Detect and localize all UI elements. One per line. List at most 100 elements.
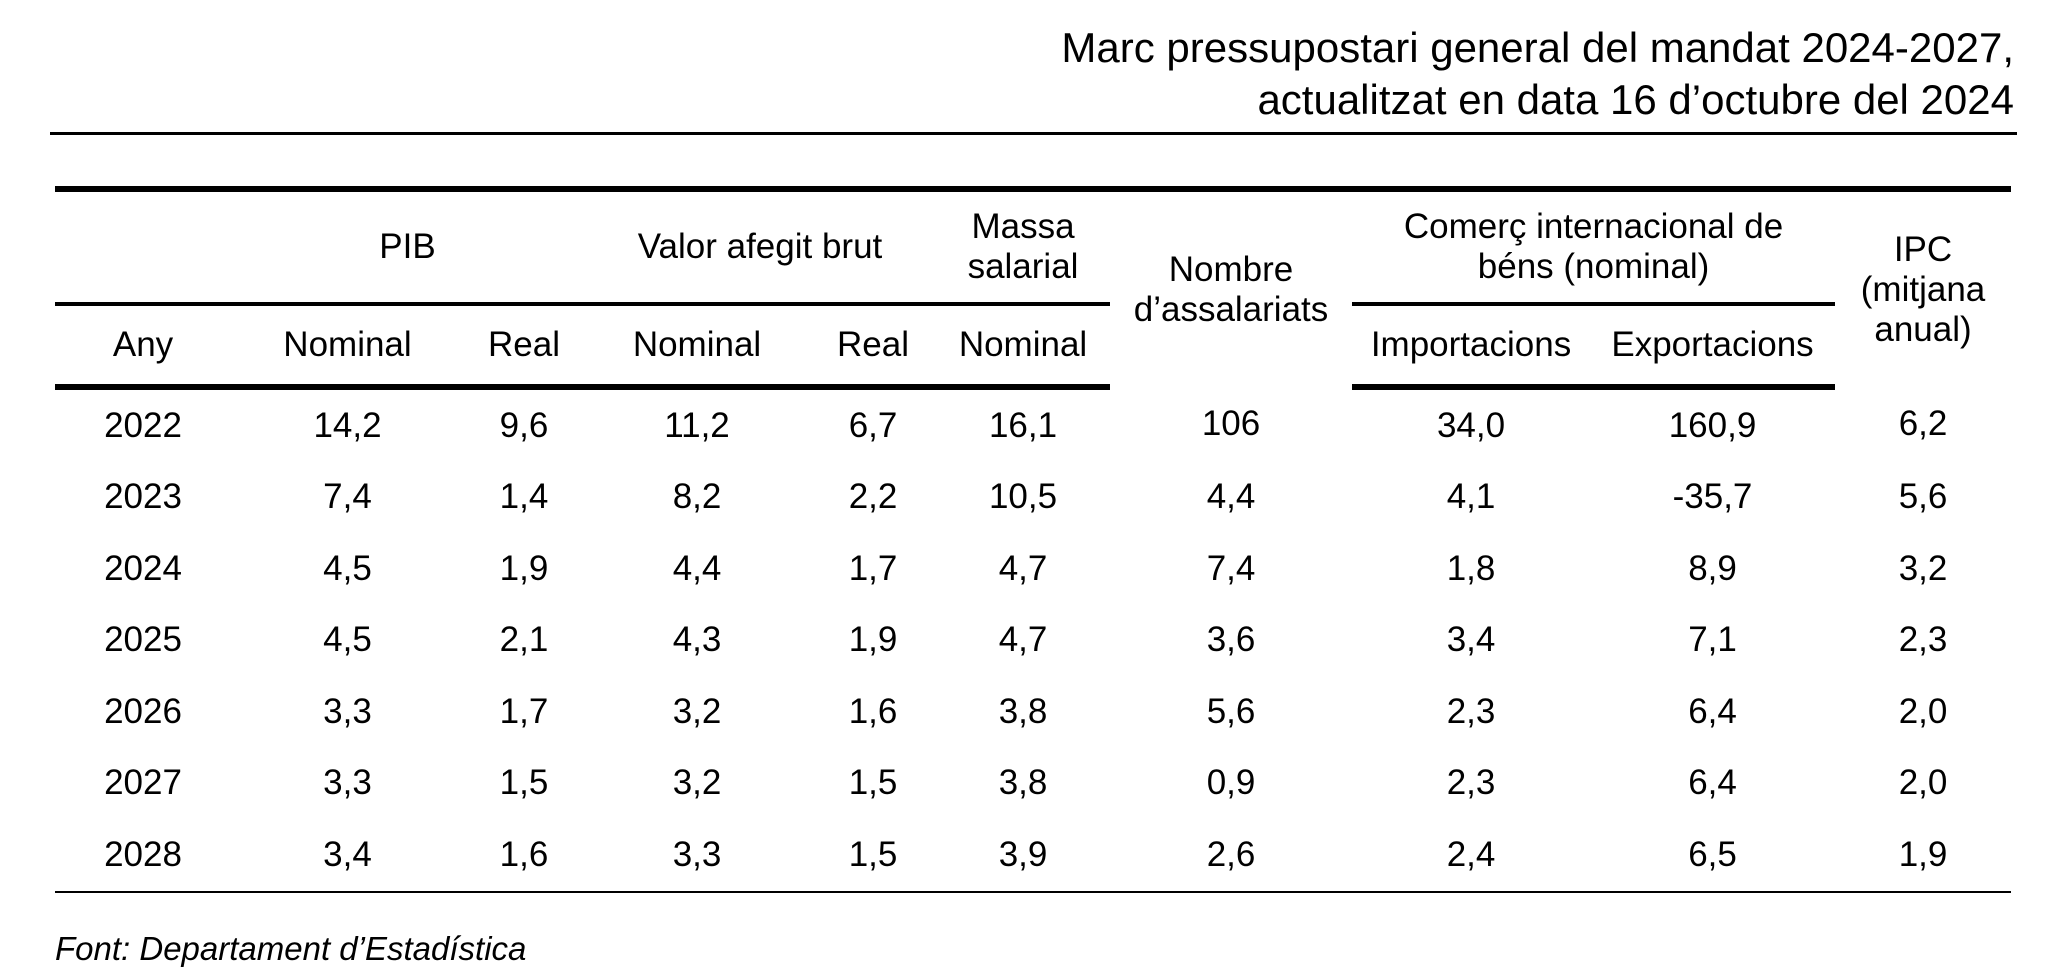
value-cell: 4,3 [672, 620, 722, 660]
header-vab: Valor afegit brut [584, 186, 937, 306]
table-row: 2023 7,4 1,4 8,2 2,2 10,5 4,4 4,1 -35,7 5,6 [55, 462, 2011, 534]
budget-table: PIB Valor afegit brut Massa salarial Nomb… [55, 186, 2012, 893]
value-cell: 9,6 [499, 405, 549, 445]
value-cell: 2,3 [1446, 763, 1496, 803]
value-cell: 4,7 [998, 548, 1048, 588]
subheader-massa-nominal: Nominal [936, 304, 1111, 390]
value-cell: 2,0 [1898, 763, 1948, 803]
subheader-importacions: Importacions [1352, 304, 1591, 390]
value-cell: 2,1 [499, 620, 549, 660]
value-cell: 10,5 [988, 477, 1058, 517]
header-nombre-line1: Nombre [1168, 249, 1294, 289]
value-cell: 3,2 [672, 691, 722, 731]
value-cell: 1,4 [499, 477, 549, 517]
value-cell: 4,4 [1206, 477, 1256, 517]
table-row: 2025 4,5 2,1 4,3 1,9 4,7 3,6 3,4 7,1 2,3 [55, 605, 2011, 677]
value-cell: -35,7 [1672, 477, 1753, 517]
table-row: 2027 3,3 1,5 3,2 1,5 3,8 0,9 2,3 6,4 2,0 [55, 748, 2011, 820]
value-cell: 6,5 [1590, 819, 1836, 893]
header-ipc: IPC (mitjana anual) [1835, 186, 2012, 387]
subheader-any: Any [55, 304, 231, 390]
subheader-exportacions: Exportacions [1590, 304, 1836, 390]
header-ipc-line3: anual) [1874, 309, 1972, 349]
value-cell: 7,4 [1206, 548, 1256, 588]
value-cell: 7,1 [1688, 620, 1737, 660]
header-row-groups: PIB Valor afegit brut Massa salarial Nomb… [55, 186, 2012, 387]
value-cell: 1,8 [1446, 548, 1496, 588]
value-cell: 3,6 [1206, 620, 1256, 660]
value-cell: 6,7 [848, 405, 898, 445]
value-cell: 0,9 [1206, 763, 1256, 803]
header-nombre-line2: d’assalariats [1133, 289, 1329, 329]
value-cell: 6,2 [1898, 404, 1948, 444]
table-row: 2022 14,2 9,6 11,2 6,7 16,1 106 34,0 160,9 6,2 [55, 387, 2011, 462]
value-cell: 4,1 [1446, 477, 1496, 517]
value-cell: 3,9 [936, 819, 1111, 893]
value-cell: 3,3 [323, 691, 372, 731]
value-cell: 7,4 [323, 477, 372, 517]
value-cell: 8,2 [672, 477, 722, 517]
year-cell: 2026 [104, 691, 182, 731]
year-cell: 2022 [104, 405, 182, 445]
value-cell: 3,4 [1446, 620, 1496, 660]
header-pib: PIB [231, 186, 585, 306]
value-cell: 3,2 [1898, 548, 1948, 588]
year-cell: 2027 [104, 763, 182, 803]
value-cell: 1,9 [1835, 819, 2012, 893]
header-massa-line2: salarial [967, 247, 1079, 286]
subheader-vab-real: Real [810, 304, 937, 390]
table-row: 2026 3,3 1,7 3,2 1,6 3,8 5,6 2,3 6,4 2,0 [55, 676, 2011, 748]
header-ipc-line2: (mitjana [1860, 269, 1986, 309]
table-body: 2022 14,2 9,6 11,2 6,7 16,1 106 34,0 160,9 6,2 202… [55, 387, 2012, 893]
value-cell: 34,0 [1436, 405, 1506, 445]
value-cell: 8,9 [1688, 548, 1737, 588]
value-cell: 1,9 [848, 620, 898, 660]
header-nombre-assalariats: Nombre d’assalariats [1110, 186, 1353, 387]
value-cell: 2,2 [848, 477, 898, 517]
subheader-pib-nominal: Nominal [231, 304, 464, 390]
year-cell: 2025 [104, 620, 182, 660]
value-cell: 1,7 [848, 548, 898, 588]
value-cell: 106 [1201, 404, 1261, 444]
header-comerc-line2: béns (nominal) [1477, 247, 1710, 286]
value-cell: 1,6 [848, 691, 898, 731]
value-cell: 2,4 [1352, 819, 1591, 893]
header-ipc-line1: IPC [1893, 229, 1953, 269]
value-cell: 6,4 [1688, 691, 1737, 731]
title-line-2: actualitzat en data 16 d’octubre del 202… [1257, 76, 2014, 123]
value-cell: 3,3 [323, 763, 372, 803]
value-cell: 4,7 [998, 620, 1048, 660]
header-massa-line1: Massa [971, 207, 1075, 246]
value-cell: 3,3 [584, 819, 811, 893]
header-empty [55, 186, 231, 306]
header-comerc: Comerç internacional de béns (nominal) [1352, 186, 1836, 306]
header-row-sub: Any Nominal Real Nominal Real Nominal Im… [55, 304, 2011, 390]
value-cell: 6,4 [1688, 763, 1737, 803]
subheader-pib-real: Real [464, 304, 585, 390]
value-cell: 16,1 [988, 405, 1058, 445]
value-cell: 3,4 [231, 819, 464, 893]
header-comerc-line1: Comerç internacional de [1403, 207, 1784, 246]
title-line-1: Marc pressupostari general del mandat 20… [1061, 24, 2014, 71]
value-cell: 1,5 [848, 763, 898, 803]
subheader-vab-nominal: Nominal [584, 304, 811, 390]
value-cell: 2,3 [1446, 691, 1496, 731]
document-title: Marc pressupostari general del mandat 20… [1061, 22, 2014, 126]
value-cell: 4,4 [672, 548, 722, 588]
value-cell: 4,5 [323, 548, 372, 588]
value-cell: 5,6 [1898, 477, 1948, 517]
table-row: 2028 3,4 1,6 3,3 1,5 3,9 2,6 2,4 6,5 1,9 [55, 819, 2012, 893]
year-cell: 2023 [104, 477, 182, 517]
year-cell: 2024 [104, 548, 182, 588]
value-cell: 1,7 [499, 691, 549, 731]
table-row: 2024 4,5 1,9 4,4 1,7 4,7 7,4 1,8 8,9 3,2 [55, 533, 2011, 605]
value-cell: 2,0 [1898, 691, 1948, 731]
footnote-source: Font: Departament d’Estadística [55, 930, 527, 967]
year-cell: 2028 [55, 819, 231, 893]
value-cell: 2,3 [1898, 620, 1948, 660]
value-cell: 3,8 [998, 691, 1048, 731]
value-cell: 5,6 [1206, 691, 1256, 731]
value-cell: 11,2 [664, 405, 730, 445]
value-cell: 1,6 [464, 819, 585, 893]
value-cell: 3,2 [672, 763, 722, 803]
